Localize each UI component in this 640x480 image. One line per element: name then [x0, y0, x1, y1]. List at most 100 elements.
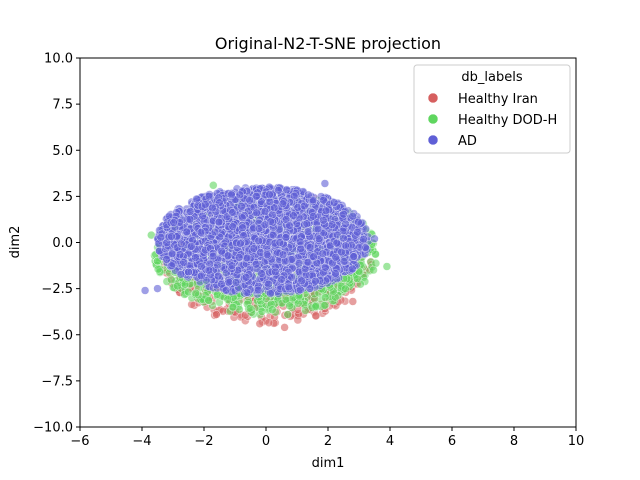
scatter-point — [153, 264, 163, 274]
scatter-point — [140, 286, 150, 295]
scatter-point — [234, 253, 244, 262]
scatter-point — [313, 224, 323, 234]
scatter-point — [179, 258, 188, 267]
scatter-point — [237, 202, 246, 211]
scatter-point — [217, 279, 226, 289]
scatter-point — [228, 222, 238, 231]
scatter-point — [320, 179, 330, 188]
scatter-point — [297, 276, 306, 285]
x-tick-label: 10 — [568, 434, 585, 449]
scatter-point — [339, 233, 348, 243]
scatter-point — [341, 284, 350, 294]
y-tick-label: −10.0 — [33, 421, 73, 436]
legend-title: db_labels — [461, 70, 522, 85]
y-tick-label: 0.0 — [52, 236, 73, 251]
scatter-point — [370, 234, 379, 244]
scatter-point — [182, 227, 192, 237]
scatter-point — [309, 212, 318, 221]
scatter-point — [369, 265, 378, 275]
scatter-point — [371, 249, 380, 259]
scatter-point — [213, 260, 222, 270]
scatter-point — [176, 270, 186, 279]
scatter-point — [167, 249, 177, 259]
scatter-point — [185, 207, 195, 216]
scatter-point — [318, 249, 328, 258]
scatter-point — [185, 215, 195, 224]
scatter-point — [228, 208, 237, 217]
scatter-point — [266, 289, 275, 298]
scatter-point — [175, 250, 185, 259]
scatter-point — [320, 301, 329, 310]
scatter-point — [321, 206, 331, 216]
scatter-point — [268, 230, 278, 240]
x-tick-label: 0 — [262, 434, 270, 449]
scatter-point — [254, 236, 263, 246]
scatter-point — [235, 190, 245, 200]
scatter-point — [277, 275, 286, 284]
y-tick-label: 2.5 — [52, 190, 73, 205]
scatter-point — [260, 207, 270, 216]
scatter-point — [223, 295, 233, 304]
scatter-point — [198, 211, 207, 221]
scatter-point — [197, 271, 206, 281]
scatter-point — [332, 238, 341, 248]
scatter-point — [327, 220, 337, 229]
scatter-point — [382, 262, 392, 271]
scatter-point — [331, 253, 340, 262]
scatter-point — [271, 267, 280, 277]
scatter-point — [192, 194, 201, 204]
scatter-point — [341, 219, 350, 229]
scatter-point — [187, 242, 196, 251]
scatter-point — [249, 244, 259, 253]
scatter-point — [306, 243, 315, 252]
scatter-points — [140, 179, 392, 332]
scatter-point — [280, 323, 289, 332]
y-tick-label: −5.0 — [41, 328, 73, 343]
x-tick-label: 4 — [386, 434, 394, 449]
scatter-point — [196, 228, 206, 237]
scatter-point — [359, 234, 368, 244]
scatter-point — [167, 232, 176, 241]
scatter-point — [348, 211, 357, 221]
legend-label: Healthy Iran — [458, 92, 538, 107]
scatter-point — [184, 287, 193, 297]
scatter-point — [204, 191, 214, 201]
scatter-point — [278, 199, 288, 208]
scatter-point — [311, 311, 321, 321]
x-axis-label: dim1 — [312, 456, 345, 471]
scatter-point — [311, 276, 320, 286]
scatter-point — [268, 305, 277, 314]
scatter-point — [319, 216, 328, 225]
scatter-point — [238, 223, 247, 232]
y-tick-label: −2.5 — [41, 282, 73, 297]
scatter-point — [329, 198, 339, 207]
scatter-point — [227, 190, 236, 200]
scatter-point — [274, 186, 283, 195]
scatter-point — [319, 195, 328, 205]
scatter-point — [305, 284, 315, 293]
scatter-point — [348, 297, 358, 306]
scatter-point — [208, 203, 217, 213]
scatter-point — [177, 239, 186, 249]
scatter-point — [294, 258, 304, 268]
scatter-point — [278, 250, 288, 259]
scatter-point — [353, 227, 362, 237]
scatter-point — [354, 217, 363, 227]
scatter-point — [257, 307, 267, 316]
scatter-point — [281, 233, 291, 242]
scatter-point — [285, 221, 294, 230]
scatter-point — [242, 253, 252, 263]
scatter-point — [197, 262, 206, 271]
scatter-point — [283, 310, 292, 319]
scatter-point — [162, 255, 171, 264]
scatter-point — [282, 185, 291, 195]
scatter-point — [285, 301, 294, 311]
scatter-point — [255, 319, 265, 328]
scatter-point — [348, 264, 357, 274]
scatter-point — [341, 241, 350, 250]
scatter-point — [339, 209, 348, 219]
scatter-point — [295, 237, 305, 247]
scatter-point — [252, 208, 261, 218]
legend-label: Healthy DOD-H — [458, 113, 557, 128]
